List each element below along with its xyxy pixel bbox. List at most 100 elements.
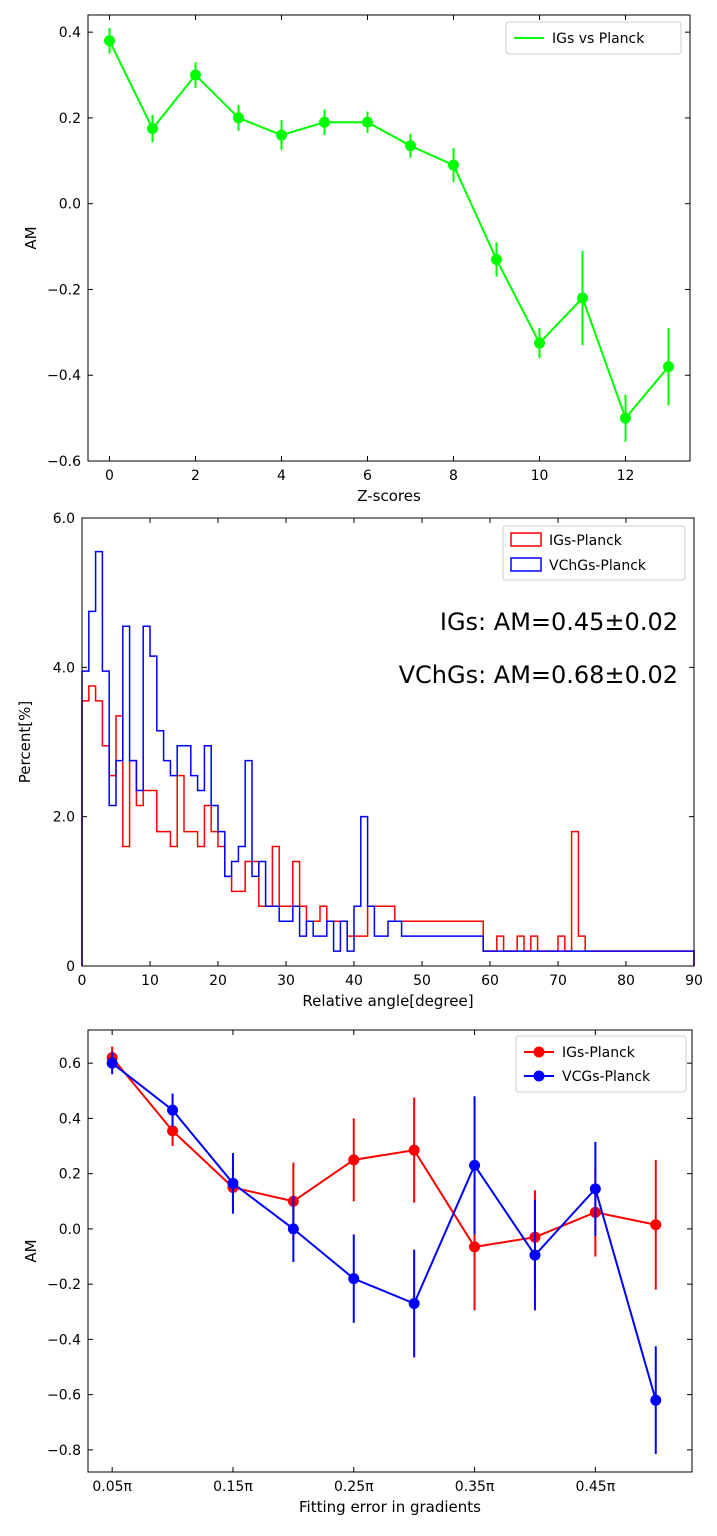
histogram-bin: [674, 951, 681, 966]
data-point: [469, 1159, 481, 1171]
histogram-bin: [96, 552, 103, 966]
histogram-bin: [402, 936, 409, 966]
histogram-bin: [612, 951, 619, 966]
annotation-igs: IGs: AM=0.45±0.02: [440, 608, 678, 636]
histogram-bin: [551, 951, 558, 966]
y-axis-label: Percent[%]: [16, 701, 34, 783]
x-tick-label: 60: [481, 973, 499, 989]
x-tick-label: 8: [449, 468, 458, 484]
y-tick-label: −0.6: [47, 1388, 81, 1404]
data-point: [167, 1125, 179, 1137]
histogram-bin: [415, 936, 422, 966]
histogram-bin: [599, 951, 606, 966]
legend-label: IGs-Planck: [562, 1045, 636, 1061]
series-1: [104, 27, 674, 442]
x-tick-label: 0: [78, 973, 87, 989]
x-tick-label: 0.05π: [92, 1479, 132, 1495]
data-point: [577, 292, 588, 304]
y-tick-label: 0.0: [59, 197, 81, 213]
data-point: [408, 1144, 420, 1156]
histogram-bin: [347, 951, 354, 966]
histogram-bin: [157, 731, 164, 966]
data-point: [233, 112, 244, 124]
histogram-bin: [245, 761, 252, 966]
x-tick-label: 30: [277, 973, 295, 989]
histogram-bin: [538, 951, 545, 966]
histogram-bin: [687, 951, 694, 966]
histogram-bin: [640, 951, 647, 966]
data-point: [408, 1297, 420, 1309]
histogram-bin: [606, 951, 613, 966]
histogram-bin: [361, 817, 368, 966]
histogram-bin: [198, 791, 205, 966]
histogram-bin: [497, 951, 504, 966]
histogram-bin: [286, 921, 293, 966]
histogram-bin: [204, 746, 211, 966]
histogram-bin: [272, 906, 279, 966]
y-tick-label: 0.4: [59, 1111, 81, 1127]
y-tick-label: 0.2: [59, 111, 81, 127]
y-tick-label: −0.4: [47, 368, 81, 384]
data-point: [469, 1241, 481, 1253]
histogram-bin: [422, 936, 429, 966]
data-point: [448, 159, 459, 171]
histogram-bin: [517, 951, 524, 966]
legend-box: [502, 525, 686, 581]
legend-label: IGs-Planck: [549, 533, 623, 549]
x-tick-label: 12: [617, 468, 635, 484]
y-tick-label: −0.6: [47, 454, 81, 470]
histogram-bin: [82, 671, 89, 966]
histogram-bin: [619, 951, 626, 966]
histogram-bin: [449, 936, 456, 966]
x-tick-label: 2: [191, 468, 200, 484]
x-axis-label: Relative angle[degree]: [302, 992, 473, 1010]
x-tick-label: 50: [413, 973, 431, 989]
x-tick-label: 20: [209, 973, 227, 989]
histogram-bin: [483, 951, 490, 966]
data-point: [106, 1057, 118, 1069]
histogram-bin: [170, 776, 177, 966]
histogram-bin: [544, 951, 551, 966]
histogram-bin: [374, 936, 381, 966]
y-axis-label: AM: [22, 1239, 40, 1262]
histogram-bin: [368, 906, 375, 966]
histogram-bin: [130, 761, 137, 966]
histogram-bin: [572, 951, 579, 966]
histogram-bin: [395, 921, 402, 966]
histogram-bin: [334, 951, 341, 966]
histogram-bin: [633, 951, 640, 966]
y-tick-label: −0.2: [47, 282, 81, 298]
histogram-bin: [164, 761, 171, 966]
data-point: [167, 1104, 179, 1116]
histogram-bin: [585, 951, 592, 966]
histogram-bin: [177, 746, 184, 966]
histogram-bin: [429, 936, 436, 966]
x-tick-label: 70: [549, 973, 567, 989]
x-tick-label: 90: [685, 973, 703, 989]
histogram-bin: [667, 951, 674, 966]
histogram-bin: [470, 936, 477, 966]
series-line: [111, 1062, 657, 1401]
histogram-bin: [150, 656, 157, 966]
histogram-bin: [476, 936, 483, 966]
histogram-bin: [306, 921, 313, 966]
y-tick-label: 2.0: [53, 810, 75, 826]
histogram-bin: [109, 805, 116, 966]
data-point: [348, 1154, 360, 1166]
data-point: [287, 1223, 299, 1235]
legend: IGs vs Planck: [505, 21, 682, 55]
legend-label: VChGs-Planck: [549, 558, 647, 574]
histogram-bin: [191, 776, 198, 966]
data-point: [529, 1249, 541, 1261]
histogram-bin: [232, 861, 239, 966]
annotation-vchgs: VChGs: AM=0.68±0.02: [399, 661, 678, 689]
histogram-bin: [238, 847, 245, 966]
data-point: [104, 35, 115, 47]
legend-patch: [510, 557, 542, 572]
histogram-bin: [300, 936, 307, 966]
chart-1: 0 2 4 6 8 10 12 −0.6 −0.4 −0.2 0.0 0.2 0.4 Z-scores AM…: [22, 14, 691, 505]
data-point: [147, 123, 158, 135]
histogram-bin: [225, 876, 232, 966]
series-line: [111, 1056, 656, 1248]
legend: IGs-Planck VChGs-Planck: [502, 525, 686, 581]
